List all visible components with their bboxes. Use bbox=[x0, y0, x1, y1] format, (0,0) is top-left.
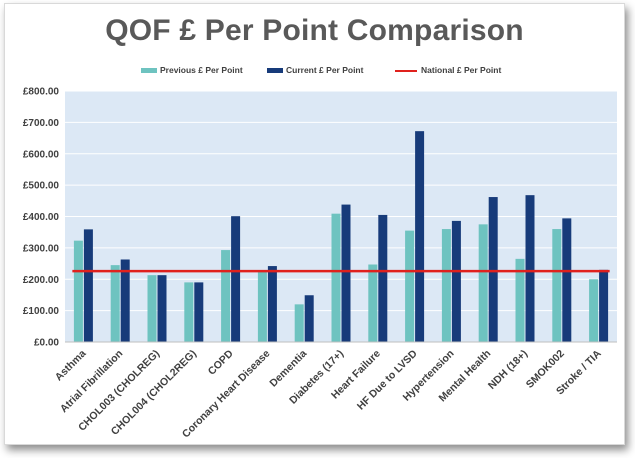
bar-current bbox=[451, 220, 461, 342]
legend-item-current: Current £ Per Point bbox=[267, 65, 363, 75]
y-tick-label: £400.00 bbox=[23, 212, 60, 223]
y-tick-label: £0.00 bbox=[34, 338, 59, 349]
chart-legend: Previous £ Per Point Current £ Per Point… bbox=[5, 65, 624, 79]
legend-item-national: National £ Per Point bbox=[395, 65, 501, 75]
bar-previous bbox=[552, 229, 562, 342]
bar-previous bbox=[294, 304, 304, 342]
bar-previous bbox=[441, 229, 451, 342]
bar-current bbox=[120, 259, 130, 342]
y-tick-label: £300.00 bbox=[23, 243, 60, 254]
y-tick-label: £700.00 bbox=[23, 118, 60, 129]
y-tick-label: £200.00 bbox=[23, 275, 60, 286]
legend-label-current: Current £ Per Point bbox=[286, 65, 364, 75]
bar-previous bbox=[73, 240, 83, 342]
chart-frame: QOF £ Per Point Comparison Previous £ Pe… bbox=[4, 3, 625, 445]
bar-current bbox=[415, 131, 425, 342]
bar-previous bbox=[331, 213, 341, 342]
bar-previous bbox=[184, 282, 194, 342]
bar-current bbox=[83, 229, 93, 342]
y-tick-label: £800.00 bbox=[23, 87, 60, 98]
bar-previous bbox=[147, 275, 157, 342]
legend-label-previous: Previous £ Per Point bbox=[160, 65, 243, 75]
legend-label-national: National £ Per Point bbox=[421, 65, 502, 75]
y-tick-label: £600.00 bbox=[23, 149, 60, 160]
bar-current bbox=[488, 197, 498, 342]
bar-previous bbox=[405, 230, 415, 342]
bar-current bbox=[341, 204, 351, 342]
bar-previous bbox=[589, 279, 599, 342]
bar-current bbox=[378, 214, 388, 342]
y-tick-label: £100.00 bbox=[23, 306, 60, 317]
bar-current bbox=[157, 275, 167, 342]
bar-current bbox=[231, 216, 241, 342]
bar-current bbox=[194, 282, 204, 342]
bar-current bbox=[525, 195, 535, 342]
bar-previous bbox=[515, 258, 525, 342]
legend-line-national bbox=[395, 69, 417, 72]
bar-chart: £0.00 £100.00 £200.00 £300.00 £400.00 £500.00… bbox=[23, 87, 617, 440]
bar-previous bbox=[478, 224, 488, 342]
x-tick-label: Asthma bbox=[53, 348, 89, 384]
x-tick-label: NDH (18+) bbox=[486, 348, 530, 392]
legend-item-previous: Previous £ Per Point bbox=[141, 65, 243, 75]
x-tick-label: COPD bbox=[206, 347, 236, 377]
bar-previous bbox=[221, 250, 231, 342]
bar-previous bbox=[257, 271, 267, 342]
chart-title: QOF £ Per Point Comparison bbox=[105, 14, 524, 47]
legend-swatch-previous bbox=[141, 68, 157, 74]
bar-previous bbox=[110, 265, 120, 342]
y-tick-label: £500.00 bbox=[23, 181, 60, 192]
bar-current bbox=[562, 218, 572, 342]
bar-current bbox=[304, 295, 314, 342]
x-tick-label: Atrial Fibrillation bbox=[58, 348, 125, 415]
bar-previous bbox=[368, 264, 378, 342]
bar-current bbox=[599, 269, 609, 342]
legend-swatch-current bbox=[267, 68, 283, 74]
bar-current bbox=[267, 266, 277, 342]
